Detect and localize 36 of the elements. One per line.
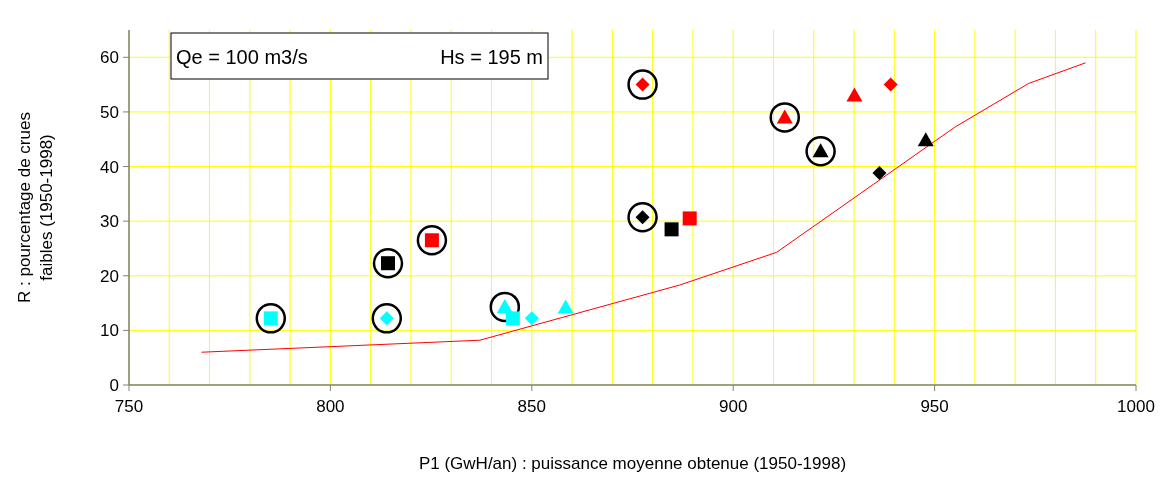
y-tick-label: 40 [100, 157, 119, 177]
point [557, 299, 574, 314]
y-tick-label: 20 [100, 266, 119, 286]
x-tick-label: 750 [114, 397, 144, 416]
point [489, 291, 521, 323]
x-tick-label: 900 [719, 397, 748, 416]
point [872, 166, 887, 181]
y-axis-title: R : pourcentage de crues faibles (1950-1998) [15, 112, 56, 303]
point [416, 225, 448, 256]
point [524, 311, 539, 326]
point [769, 102, 801, 133]
point [917, 132, 934, 147]
y-tick-label: 60 [100, 48, 119, 68]
point [805, 136, 836, 167]
point [846, 87, 863, 102]
point [255, 303, 287, 334]
point [682, 211, 697, 226]
line-series [201, 62, 1087, 353]
point [664, 222, 679, 237]
y-tick-label: 0 [109, 376, 119, 395]
y-tick-label: 30 [100, 212, 119, 232]
x-axis-title: P1 (GwH/an) : puissance moyenne obtenue (1950-1998) [418, 454, 847, 473]
point [883, 77, 898, 92]
point [372, 247, 404, 279]
point [505, 311, 520, 326]
x-tick-label: 1000 [1117, 397, 1155, 416]
annotation: Qe = 100 m3/s [176, 46, 308, 68]
y-tick-label: 10 [100, 321, 119, 341]
point [627, 69, 658, 100]
x-tick-label: 850 [517, 397, 546, 416]
point [371, 303, 403, 334]
y-tick-label: 50 [100, 102, 119, 122]
x-tick-label: 800 [316, 397, 345, 416]
point [627, 202, 658, 233]
x-tick-label: 950 [920, 397, 949, 416]
annotation: Hs = 195 m [440, 46, 543, 68]
